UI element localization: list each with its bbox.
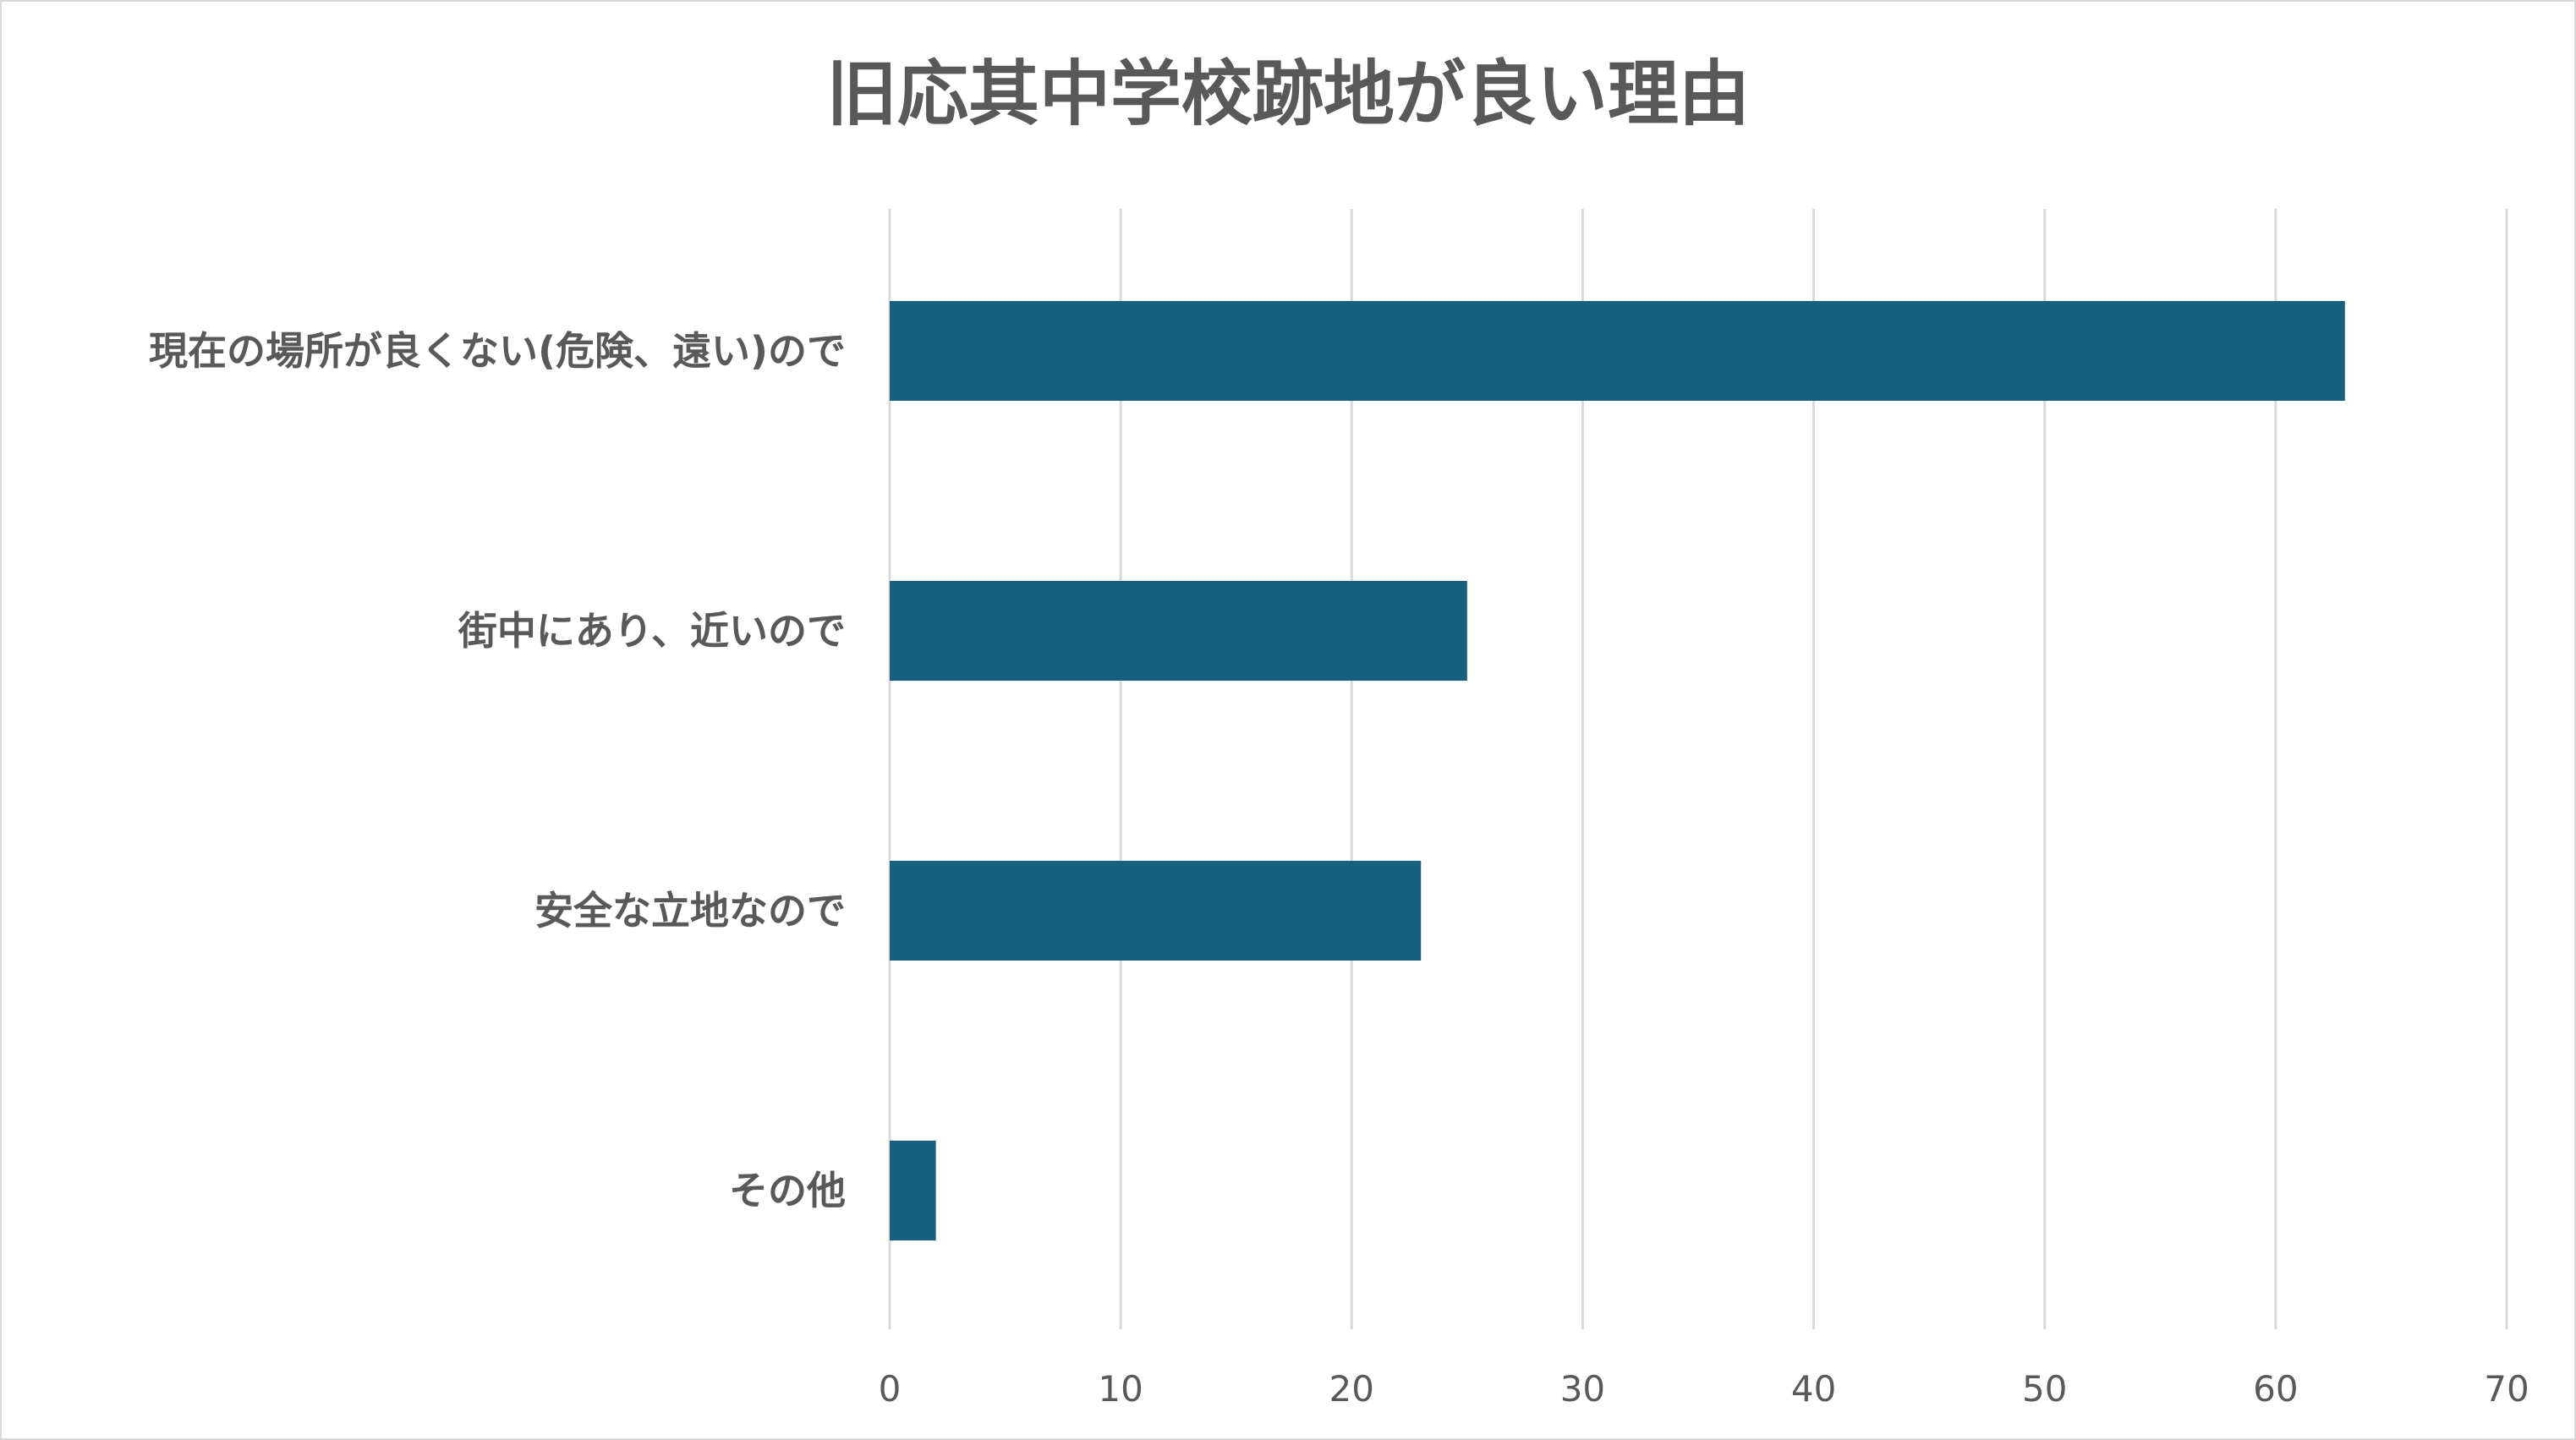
bar-4 [890,1141,936,1240]
category-label-3: 安全な立地なので [534,888,846,934]
x-tick-label-0: 0 [879,1368,902,1410]
x-tick-label-20: 20 [1329,1368,1374,1410]
category-label-4: その他 [729,1168,846,1213]
bars [890,301,2345,1240]
x-tick-label-40: 40 [1791,1368,1836,1410]
bar-3 [890,861,1422,961]
x-tick-label-10: 10 [1098,1368,1143,1410]
bar-2 [890,581,1467,681]
bar-1 [890,301,2345,401]
x-tick-labels: 0 10 20 30 40 50 60 70 [879,1368,2529,1410]
x-tick-label-70: 70 [2484,1368,2529,1410]
x-tick-label-30: 30 [1560,1368,1605,1410]
category-label-1: 現在の場所が良くない(危険、遠い)ので [149,328,846,374]
x-tick-label-50: 50 [2022,1368,2067,1410]
chart-title: 旧応其中学校跡地が良い理由 [826,52,1750,135]
category-label-2: 街中にあり、近いので [458,608,846,654]
x-tick-label-60: 60 [2253,1368,2298,1410]
